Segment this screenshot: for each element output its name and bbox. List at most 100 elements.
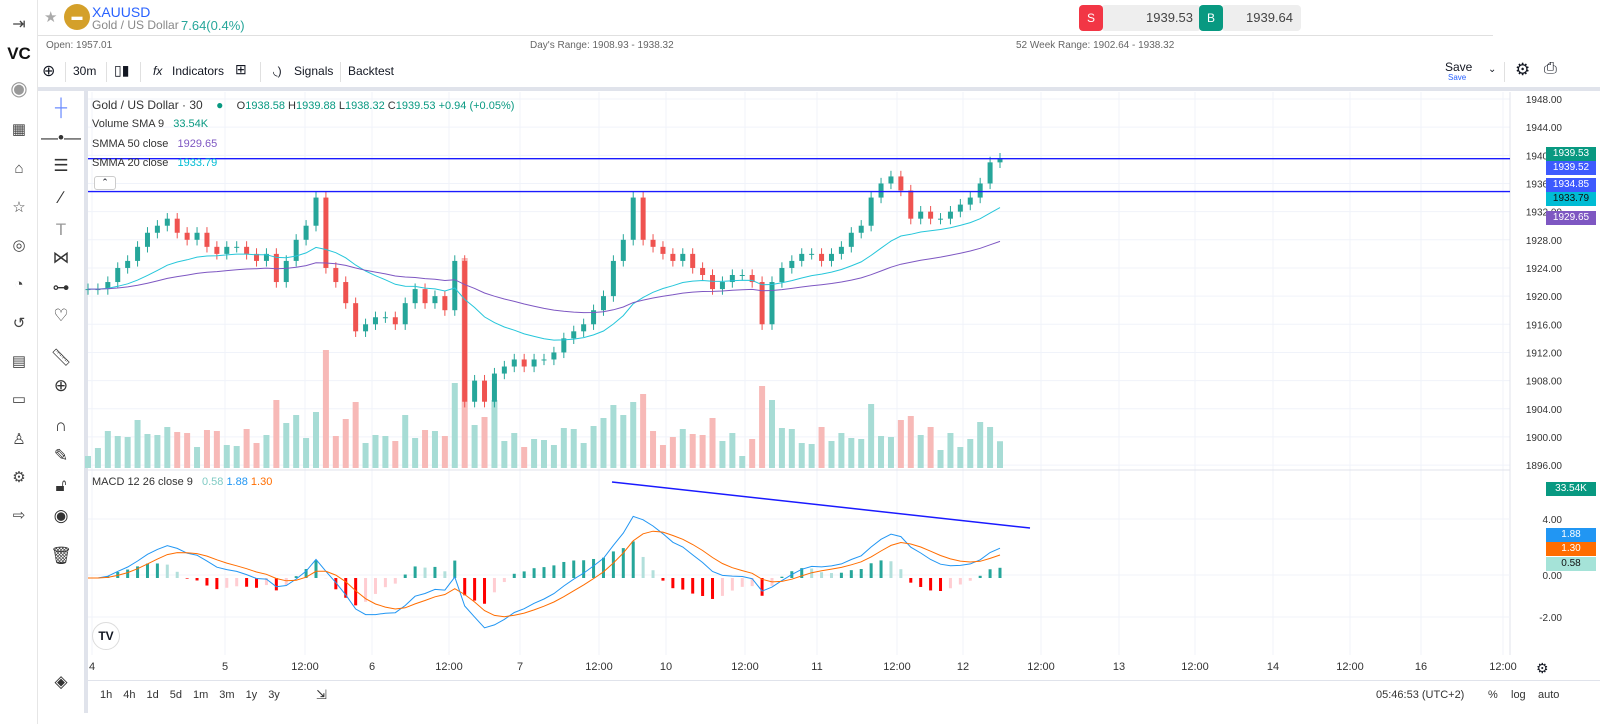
favorite-star-icon[interactable]: ★ — [44, 9, 58, 26]
eye-icon[interactable]: ◉ — [53, 506, 69, 525]
avatar[interactable]: ◉ — [10, 78, 28, 100]
volume-bar — [521, 447, 528, 468]
range-3y[interactable]: 3y — [268, 689, 280, 701]
range-1m[interactable]: 1m — [193, 689, 209, 701]
money-icon[interactable]: ◎ — [12, 237, 26, 254]
macd-histogram-bar — [671, 578, 675, 589]
settings-icon[interactable]: ⚙ — [12, 469, 26, 486]
candle — [779, 267, 785, 283]
macd-histogram-bar — [780, 576, 784, 578]
candle — [382, 317, 388, 319]
candle — [769, 282, 775, 325]
save-button[interactable]: Save — [1445, 60, 1473, 74]
smma50-legend[interactable]: SMMA 50 close 1929.65 — [92, 138, 218, 150]
volume-bar — [144, 434, 151, 468]
backtest-button[interactable]: Backtest — [348, 64, 395, 78]
macd-histogram-bar — [205, 578, 209, 586]
volume-bar — [283, 423, 290, 468]
macd-histogram-bar — [354, 578, 358, 606]
macd-histogram-bar — [562, 561, 566, 578]
lock-drawing-icon[interactable]: ✎ — [53, 446, 69, 465]
macd-histogram-bar — [859, 569, 863, 578]
range-4h[interactable]: 4h — [123, 689, 136, 701]
range-1y[interactable]: 1y — [245, 689, 258, 701]
history-icon[interactable]: ↺ — [12, 315, 26, 332]
volume-bar — [362, 443, 369, 468]
projection-icon[interactable]: ⊶ — [52, 278, 70, 297]
buy-button[interactable]: B 1939.64 — [1199, 5, 1301, 31]
time-tick: 14 — [1267, 661, 1279, 673]
candle — [729, 275, 735, 283]
candle-type-icon[interactable]: ▯▮ — [114, 62, 130, 78]
auto-toggle[interactable]: auto — [1538, 689, 1560, 701]
candle — [442, 296, 448, 311]
candle — [511, 359, 517, 367]
smma20-legend[interactable]: SMMA 20 close 1933.79 — [92, 157, 218, 169]
heart-icon[interactable]: ♡ — [53, 306, 69, 325]
crosshair-icon[interactable]: ┼ — [54, 98, 68, 117]
price-tick: 1920.00 — [1526, 292, 1563, 303]
dashboard-icon[interactable]: ▦ — [11, 121, 27, 138]
volume-bar — [263, 435, 270, 468]
chart-legend: Gold / US Dollar · 30 ● O1938.58 H1939.8… — [92, 98, 515, 112]
pie-chart-icon[interactable]: ◔ — [14, 276, 24, 293]
interval-button[interactable]: 30m — [73, 64, 97, 78]
document-icon[interactable]: ▤ — [11, 353, 27, 370]
indicators-button[interactable]: Indicators — [172, 64, 225, 78]
range-5d[interactable]: 5d — [169, 689, 182, 701]
candle — [204, 232, 210, 247]
zoom-in-icon[interactable]: ⊕ — [53, 376, 69, 395]
user-icon[interactable]: ♙ — [12, 431, 26, 448]
percent-toggle[interactable]: % — [1488, 689, 1498, 701]
range-1d[interactable]: 1d — [146, 689, 159, 701]
candle — [194, 232, 200, 240]
horizontal-ray-icon[interactable]: —•— — [41, 128, 81, 147]
signals-button[interactable]: Signals — [294, 64, 334, 78]
candle — [571, 331, 577, 339]
buy-badge: B — [1199, 5, 1223, 31]
volume-bar — [253, 443, 260, 468]
sell-button[interactable]: S 1939.53 — [1079, 5, 1201, 31]
pattern-icon[interactable]: ⋈ — [52, 248, 70, 267]
candle — [858, 225, 864, 233]
ruler-icon[interactable]: 📏︎ — [50, 348, 72, 367]
add-symbol-icon[interactable]: ⊕ — [42, 63, 56, 80]
trash-icon[interactable]: 🗑︎ — [50, 546, 72, 565]
layers-icon[interactable]: ◈ — [54, 672, 68, 691]
brush-icon[interactable]: ∕ — [59, 188, 63, 207]
axis-settings-icon[interactable]: ⚙ — [1536, 660, 1549, 676]
expand-icon[interactable]: ⇥ — [12, 16, 26, 33]
volume-bar — [154, 435, 161, 468]
unlock-icon[interactable]: 🔓︎ — [55, 476, 67, 495]
magnet-icon[interactable]: ∩ — [54, 416, 68, 435]
macd-histogram-bar — [512, 573, 516, 578]
templates-icon[interactable]: ⊞ — [235, 61, 247, 77]
logout-icon[interactable]: ⇨ — [12, 507, 26, 524]
bank-icon[interactable]: ⌂ — [14, 160, 24, 177]
range-1h[interactable]: 1h — [100, 689, 113, 701]
fib-lines-icon[interactable]: ☰ — [53, 156, 69, 175]
macd-histogram-bar — [463, 578, 467, 596]
collapse-legend-button[interactable]: ⌃ — [94, 176, 116, 190]
candle — [987, 162, 993, 184]
smma20-line — [88, 207, 1001, 341]
volume-bar — [669, 437, 676, 468]
macd-histogram-bar — [750, 578, 754, 587]
wallet-icon[interactable]: ▭ — [11, 391, 27, 408]
range-3m[interactable]: 3m — [219, 689, 235, 701]
camera-icon[interactable]: ⎙ — [1544, 60, 1557, 77]
last-price-label: 1939.53 — [1546, 147, 1596, 161]
date-range-icon[interactable]: ⇲ — [316, 687, 327, 702]
volume-bar — [550, 445, 557, 468]
time-tick: 16 — [1415, 661, 1427, 673]
star-icon[interactable]: ☆ — [12, 199, 26, 216]
macd-legend[interactable]: MACD 12 26 close 9 0.58 1.88 1.30 — [92, 476, 273, 488]
chevron-down-icon[interactable]: ⌄ — [1488, 64, 1497, 75]
symbol-ticker[interactable]: XAUUSD — [92, 4, 151, 20]
volume-bar — [729, 433, 736, 468]
volume-legend[interactable]: Volume SMA 9 33.54K — [92, 118, 209, 130]
gear-icon[interactable]: ⚙ — [1515, 60, 1531, 79]
text-icon[interactable]: T — [55, 220, 67, 239]
log-toggle[interactable]: log — [1511, 689, 1526, 701]
